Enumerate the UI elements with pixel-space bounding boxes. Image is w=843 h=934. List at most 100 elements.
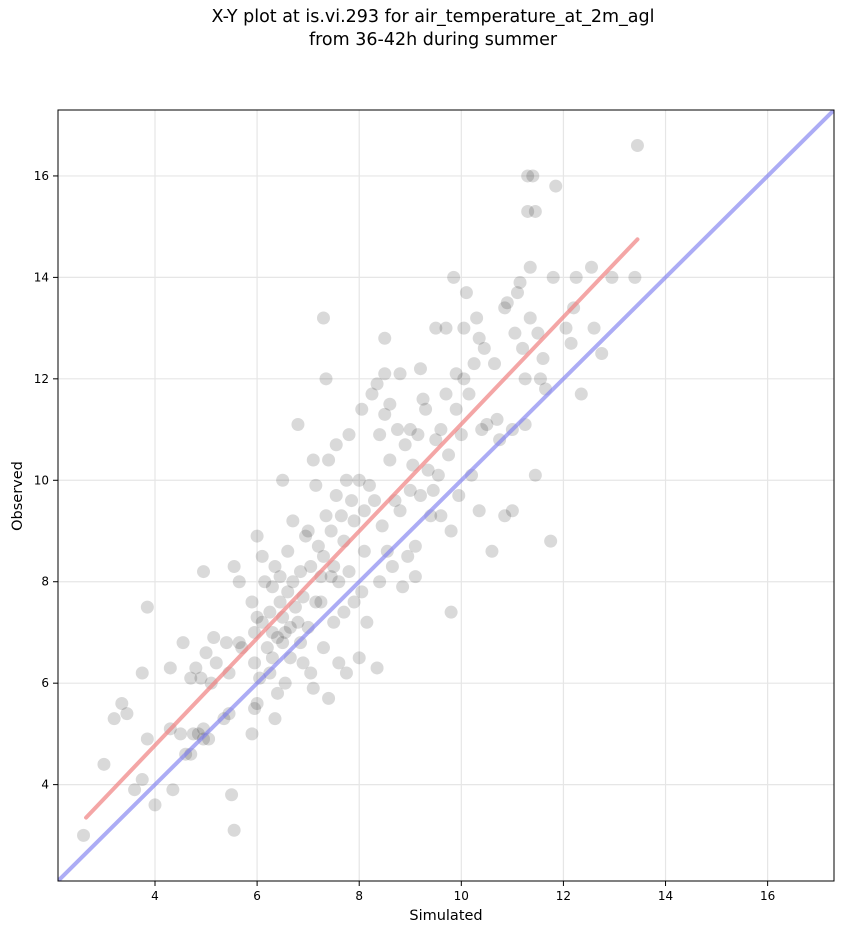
grid xyxy=(58,110,834,881)
x-axis-label: Simulated xyxy=(409,908,482,924)
data-point xyxy=(306,453,320,467)
y-tick-label: 8 xyxy=(41,575,49,589)
data-point xyxy=(278,676,292,690)
y-tick-label: 12 xyxy=(34,372,49,386)
data-point xyxy=(329,489,343,502)
data-point xyxy=(546,270,560,284)
data-point xyxy=(324,524,338,538)
data-point xyxy=(510,286,524,300)
data-point xyxy=(439,387,453,401)
data-point xyxy=(337,605,351,619)
data-point xyxy=(327,615,341,629)
data-point xyxy=(544,534,558,548)
data-point xyxy=(429,433,443,447)
data-point xyxy=(549,179,563,193)
data-point xyxy=(370,661,384,675)
data-point xyxy=(508,326,522,340)
data-point xyxy=(332,656,346,670)
data-point xyxy=(339,666,353,680)
data-point xyxy=(383,397,397,411)
x-tick-label: 10 xyxy=(454,889,469,903)
data-point xyxy=(447,270,461,284)
data-point xyxy=(316,641,330,655)
data-point xyxy=(385,560,399,574)
data-point xyxy=(135,773,149,787)
data-point xyxy=(329,438,343,452)
data-point xyxy=(232,636,246,650)
data-point xyxy=(299,529,313,543)
data-point xyxy=(255,549,269,563)
data-point xyxy=(199,646,213,660)
y-tick-label: 16 xyxy=(34,169,49,183)
data-point xyxy=(526,169,540,183)
data-point xyxy=(449,402,463,416)
data-point xyxy=(391,423,404,437)
chart-title-line1: X-Y plot at is.vi.293 for air_temperatur… xyxy=(211,7,655,27)
data-point xyxy=(209,656,223,670)
data-point xyxy=(488,357,501,371)
x-tick-label: 8 xyxy=(355,889,363,903)
data-point xyxy=(403,423,417,437)
data-point xyxy=(472,504,486,518)
data-point xyxy=(630,139,644,153)
data-point xyxy=(245,595,259,609)
data-point xyxy=(373,428,387,442)
data-point xyxy=(442,448,456,462)
data-point xyxy=(459,286,473,300)
data-point xyxy=(393,367,407,381)
data-point xyxy=(304,666,318,680)
data-point xyxy=(140,732,154,746)
y-tick-label: 10 xyxy=(34,473,49,487)
identity-line xyxy=(58,110,834,881)
data-point xyxy=(294,565,307,579)
data-point xyxy=(283,620,297,634)
data-point xyxy=(462,387,476,401)
data-point xyxy=(278,625,292,639)
data-point xyxy=(319,509,333,523)
data-point xyxy=(286,575,300,589)
data-point xyxy=(378,331,392,345)
data-point xyxy=(281,585,295,599)
data-point xyxy=(97,757,111,771)
data-point xyxy=(357,504,371,518)
data-point xyxy=(342,565,356,579)
data-point xyxy=(120,707,134,721)
data-point xyxy=(605,270,619,284)
axis-ticks: 4 6 8 10 12 14 16 4 6 8 10 12 14 16 xyxy=(34,169,776,903)
data-point xyxy=(370,377,384,391)
data-point xyxy=(339,473,353,487)
y-tick-label: 14 xyxy=(34,270,49,284)
x-tick-label: 6 xyxy=(253,889,261,903)
data-point xyxy=(569,270,583,284)
plot-area-frame xyxy=(57,109,835,882)
data-point xyxy=(225,788,239,802)
data-point xyxy=(301,524,315,538)
fit-lines xyxy=(58,110,834,881)
data-point xyxy=(457,372,471,386)
data-point xyxy=(334,509,348,523)
data-point xyxy=(533,372,547,386)
data-point xyxy=(291,417,305,431)
data-point xyxy=(365,387,379,401)
data-point xyxy=(176,636,190,650)
data-point xyxy=(434,509,448,523)
data-point xyxy=(444,524,458,538)
x-tick-label: 16 xyxy=(760,889,775,903)
data-point xyxy=(204,676,218,690)
data-point xyxy=(528,468,542,482)
data-point xyxy=(585,260,598,274)
data-point xyxy=(500,296,514,310)
data-point xyxy=(523,260,537,274)
data-point xyxy=(419,402,433,416)
data-point xyxy=(485,544,499,558)
data-point xyxy=(227,823,241,837)
data-point xyxy=(439,321,453,335)
data-point xyxy=(322,691,336,705)
x-tick-label: 12 xyxy=(556,889,571,903)
data-point xyxy=(271,686,285,700)
data-point xyxy=(250,696,264,710)
data-point xyxy=(595,346,609,360)
data-point xyxy=(148,798,162,812)
data-point xyxy=(403,483,417,497)
data-point xyxy=(449,367,463,381)
